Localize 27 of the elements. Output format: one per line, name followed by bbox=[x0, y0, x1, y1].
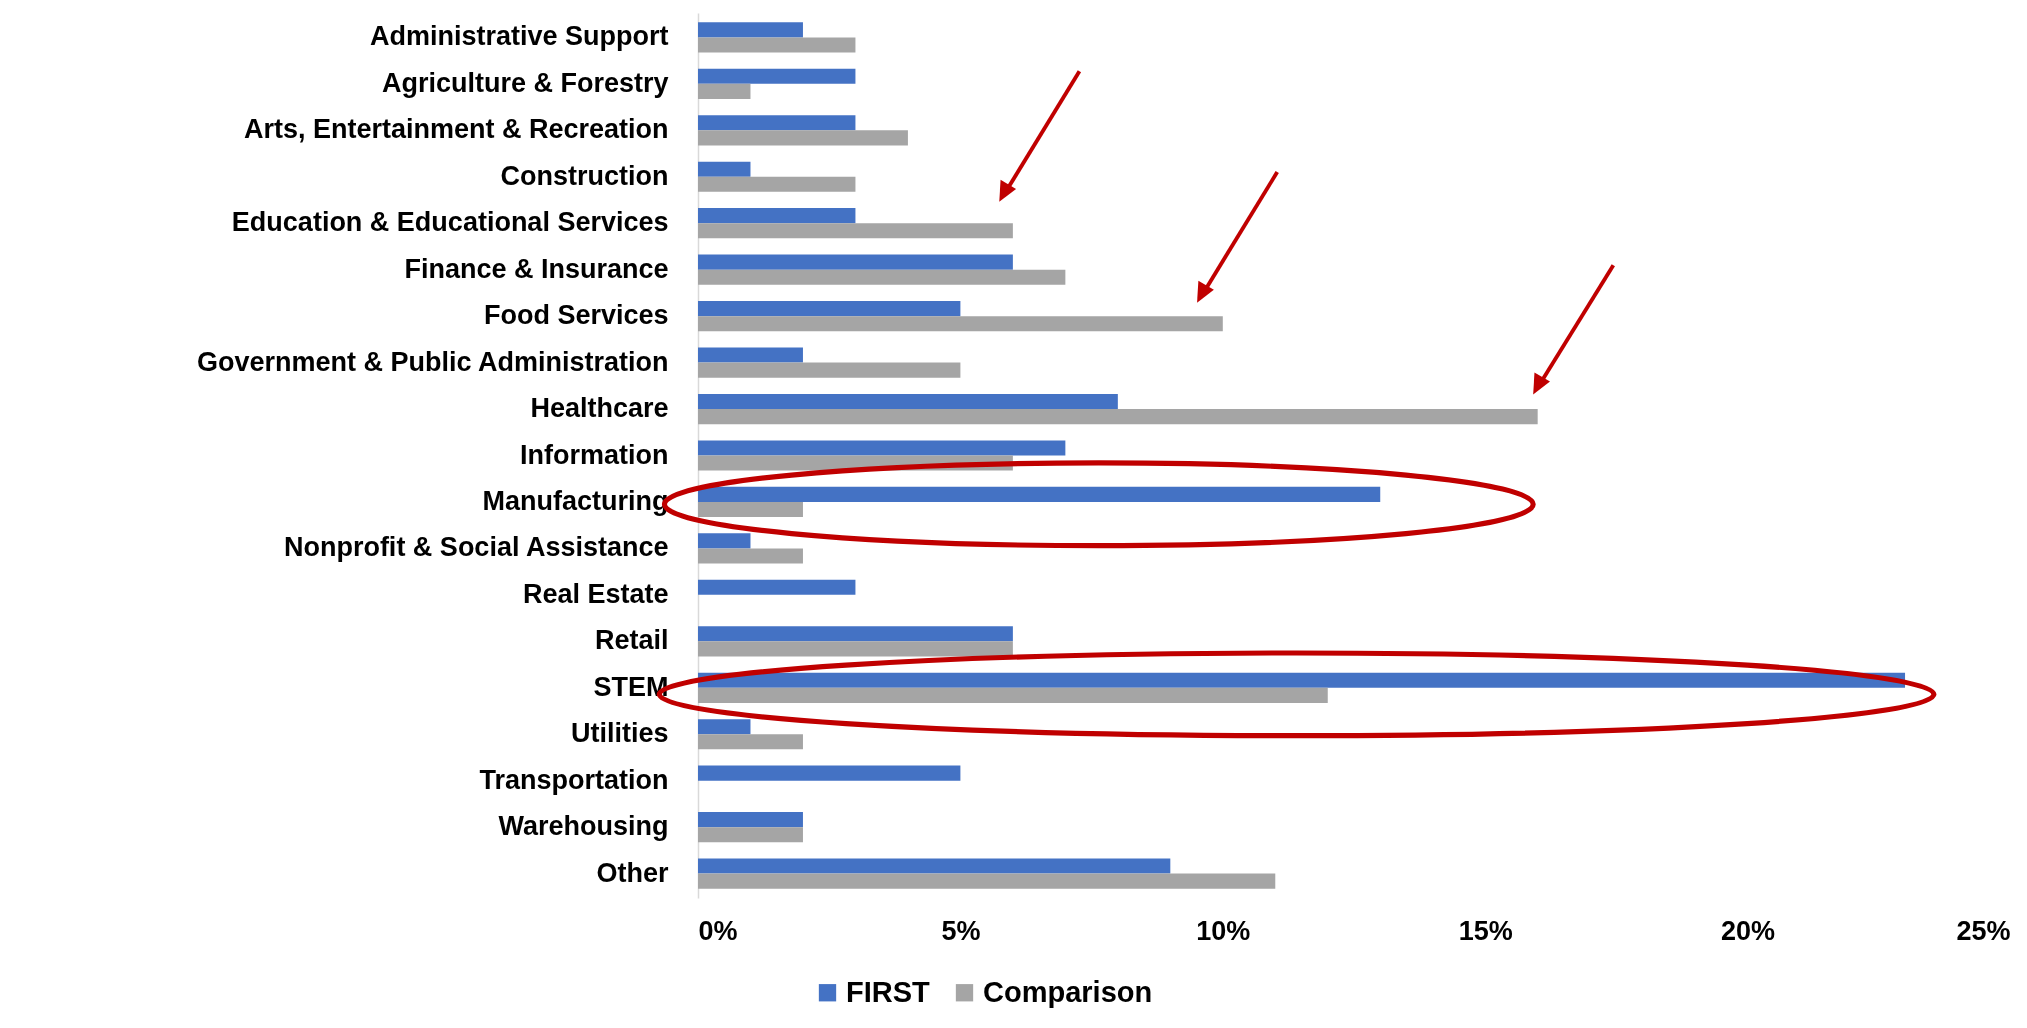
y-tick-label: Real Estate bbox=[522, 578, 669, 609]
x-tick-label: 0% bbox=[698, 915, 738, 946]
x-tick-label: 5% bbox=[941, 915, 981, 946]
y-tick-label: Warehousing bbox=[498, 811, 669, 842]
y-tick-label: Finance & Insurance bbox=[404, 253, 669, 284]
legend-label: Comparison bbox=[983, 975, 1153, 1008]
y-tick-label: Construction bbox=[500, 160, 669, 191]
x-tick-label: 10% bbox=[1196, 915, 1251, 946]
y-tick-label: Arts, Entertainment & Recreation bbox=[243, 114, 669, 145]
y-tick-label: Nonprofit & Social Assistance bbox=[283, 532, 669, 563]
legend-label: FIRST bbox=[846, 975, 931, 1008]
y-tick-label: Information bbox=[520, 439, 669, 470]
x-tick-label: 20% bbox=[1721, 915, 1776, 946]
y-tick-label: Administrative Support bbox=[369, 21, 669, 52]
y-tick-label: Agriculture & Forestry bbox=[381, 67, 669, 98]
y-tick-label: Other bbox=[596, 857, 669, 888]
x-tick-label: 15% bbox=[1458, 915, 1513, 946]
y-tick-label: Manufacturing bbox=[482, 485, 669, 516]
y-tick-label: Food Services bbox=[483, 300, 669, 331]
y-tick-label: Government & Public Administration bbox=[196, 346, 669, 377]
y-tick-label: Retail bbox=[594, 625, 669, 656]
y-tick-label: STEM bbox=[593, 671, 669, 702]
y-tick-label: Utilities bbox=[570, 718, 669, 749]
x-tick-label: 25% bbox=[1956, 915, 2011, 946]
y-tick-label: Education & Educational Services bbox=[231, 207, 669, 238]
y-tick-label: Healthcare bbox=[530, 393, 669, 424]
y-tick-label: Transportation bbox=[479, 764, 669, 795]
